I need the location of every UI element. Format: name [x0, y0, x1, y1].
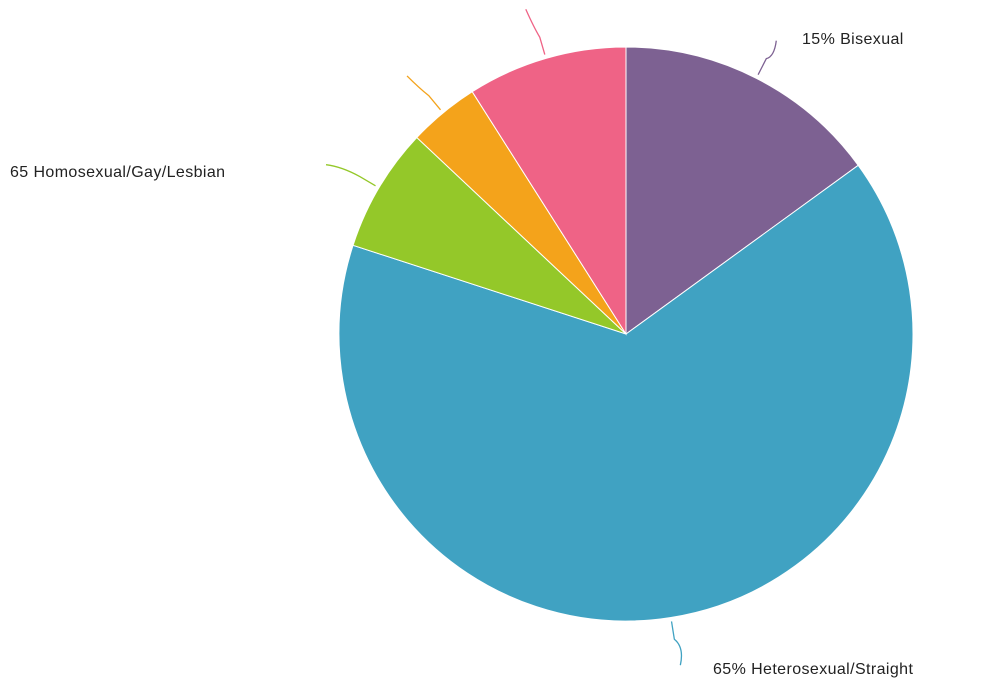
pie-slices: [338, 46, 914, 622]
pie-slice-3: [352, 136, 627, 335]
slice-label-heterosexual: 65% Heterosexual/Straight: [713, 661, 913, 678]
pie-slice-1: [625, 46, 859, 335]
slice-label-homosexual: 65 Homosexual/Gay/Lesbian: [10, 164, 225, 181]
leader-lines: [325, 9, 777, 666]
pie-slice-2: [338, 164, 914, 622]
slice-labels: 15% Bisexual 65% Heterosexual/Straight 6…: [10, 31, 913, 678]
leader-line-4: [406, 75, 442, 111]
leader-line-1: [757, 40, 777, 76]
leader-line-2: [670, 621, 683, 666]
leader-line-5: [525, 9, 546, 55]
slice-label-bisexual: 15% Bisexual: [802, 31, 904, 48]
leader-line-3: [325, 164, 376, 187]
pie-slice-5: [471, 46, 627, 336]
